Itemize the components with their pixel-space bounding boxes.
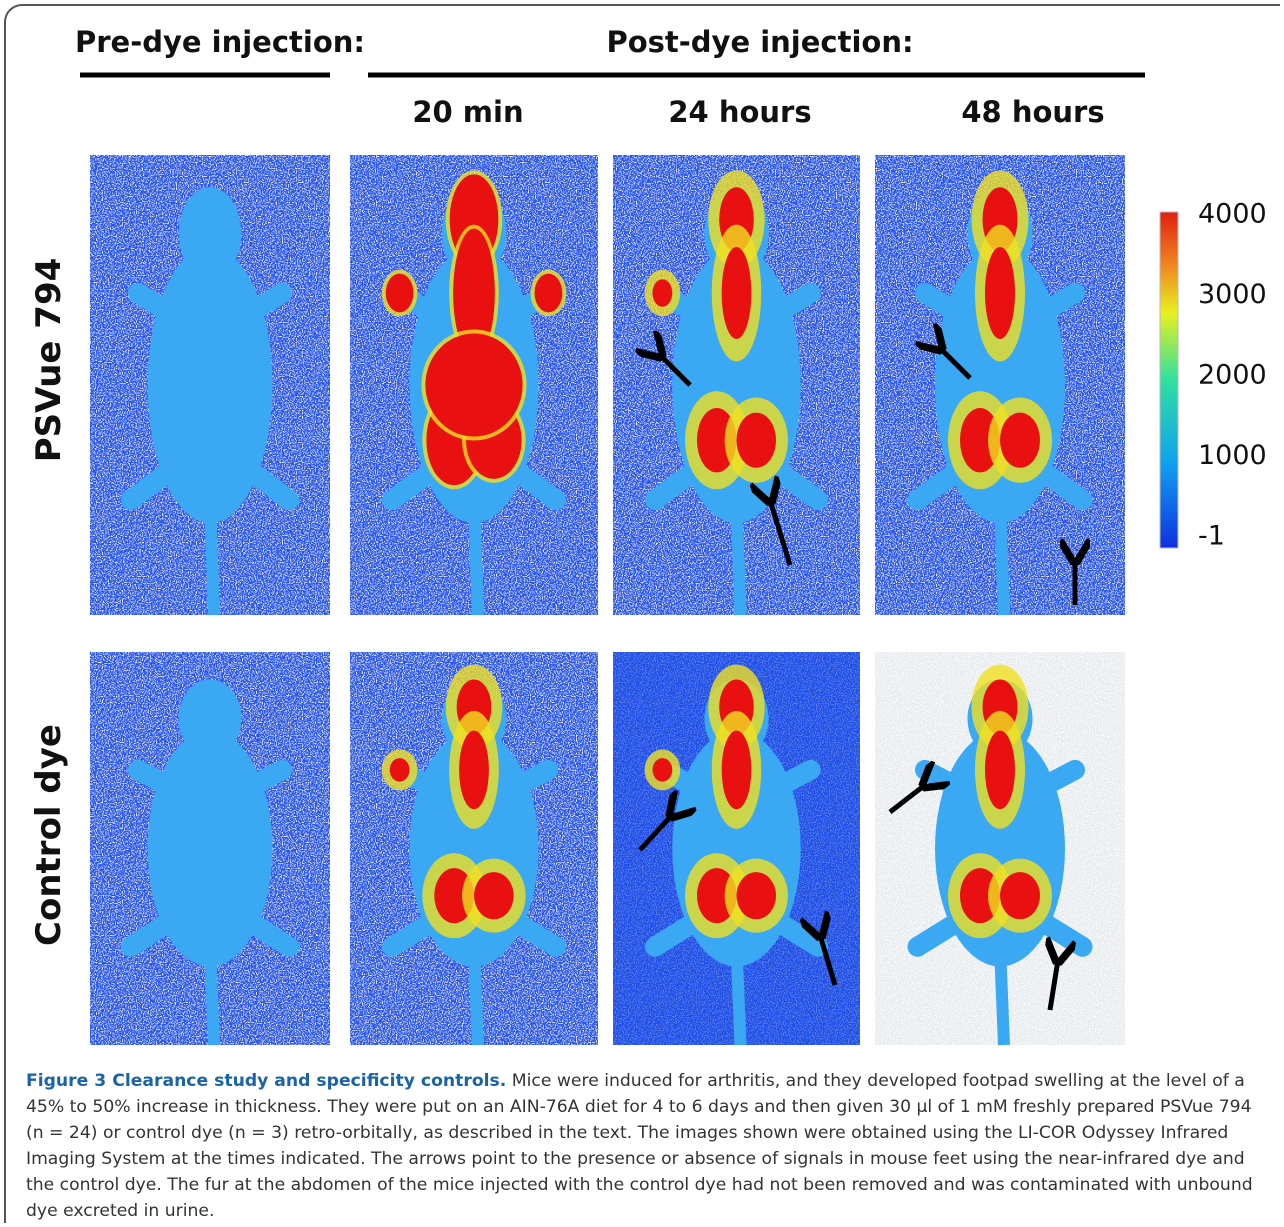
column-label: 24 hours [668,95,811,129]
heat-spot [389,758,410,782]
arrow [660,355,692,387]
arrow [638,815,672,852]
mouse-body [147,730,273,967]
caption: Figure 3 Clearance study and specificity… [26,1068,1271,1224]
heat-spot [453,228,495,358]
image-panel [875,652,1125,1046]
figure: Pre-dye injection: Post-dye injection: 2… [29,25,1267,1046]
heat-spot [696,408,737,473]
arrow [1050,960,1058,1011]
heat-spot [425,333,523,437]
heat-spot [985,730,1015,810]
heat-spot [434,868,474,924]
heat-spot [459,730,489,810]
heat-spot [736,872,777,920]
heat-spot [696,868,737,924]
row-label: Control dye [29,724,69,946]
heat-spot [736,412,777,468]
caption-text: Mice were induced for arthritis, and the… [26,1071,1253,1221]
arrow [940,348,972,380]
image-panel [350,652,598,1046]
colorbar-tick-label: 1000 [1198,440,1267,471]
heat-spot [960,868,1000,924]
image-panel [90,155,330,616]
heat-spot [652,279,673,307]
mouse-head [178,679,242,759]
caption-title: Figure 3 Clearance study and specificity… [26,1071,507,1091]
arrow [770,500,793,566]
heat-spot [721,730,752,810]
row-label: PSVue 794 [29,258,69,463]
figure-frame [4,4,1280,1223]
image-panel [613,652,860,1046]
heat-spot [1000,872,1040,920]
heat-spot [652,758,673,782]
arrow [820,935,838,986]
arrow [888,785,925,814]
heat-spot [721,247,752,339]
heat-spot [385,273,414,313]
heat-spot [474,872,514,920]
column-label: 20 min [412,95,523,129]
heat-spot [960,408,1000,473]
column-label: 48 hours [961,95,1104,129]
post-header: Post-dye injection: [606,25,913,59]
heat-spot [985,247,1015,339]
pre-header: Pre-dye injection: [75,25,365,59]
heat-spot [534,273,563,313]
colorbar-tick-label: 4000 [1198,199,1267,230]
colorbar-tick-label: 3000 [1198,279,1267,310]
mouse-body [147,247,273,523]
image-panel [613,155,860,616]
panels [90,155,1125,1046]
image-panel [875,155,1125,616]
colorbar-tick-label: 2000 [1198,359,1267,390]
image-panel [90,652,330,1046]
mouse-head [178,187,242,280]
heat-spot [1000,412,1040,468]
image-panel [350,155,598,616]
colorbar-tick-label: -1 [1198,521,1225,552]
colorbar [1159,211,1179,549]
